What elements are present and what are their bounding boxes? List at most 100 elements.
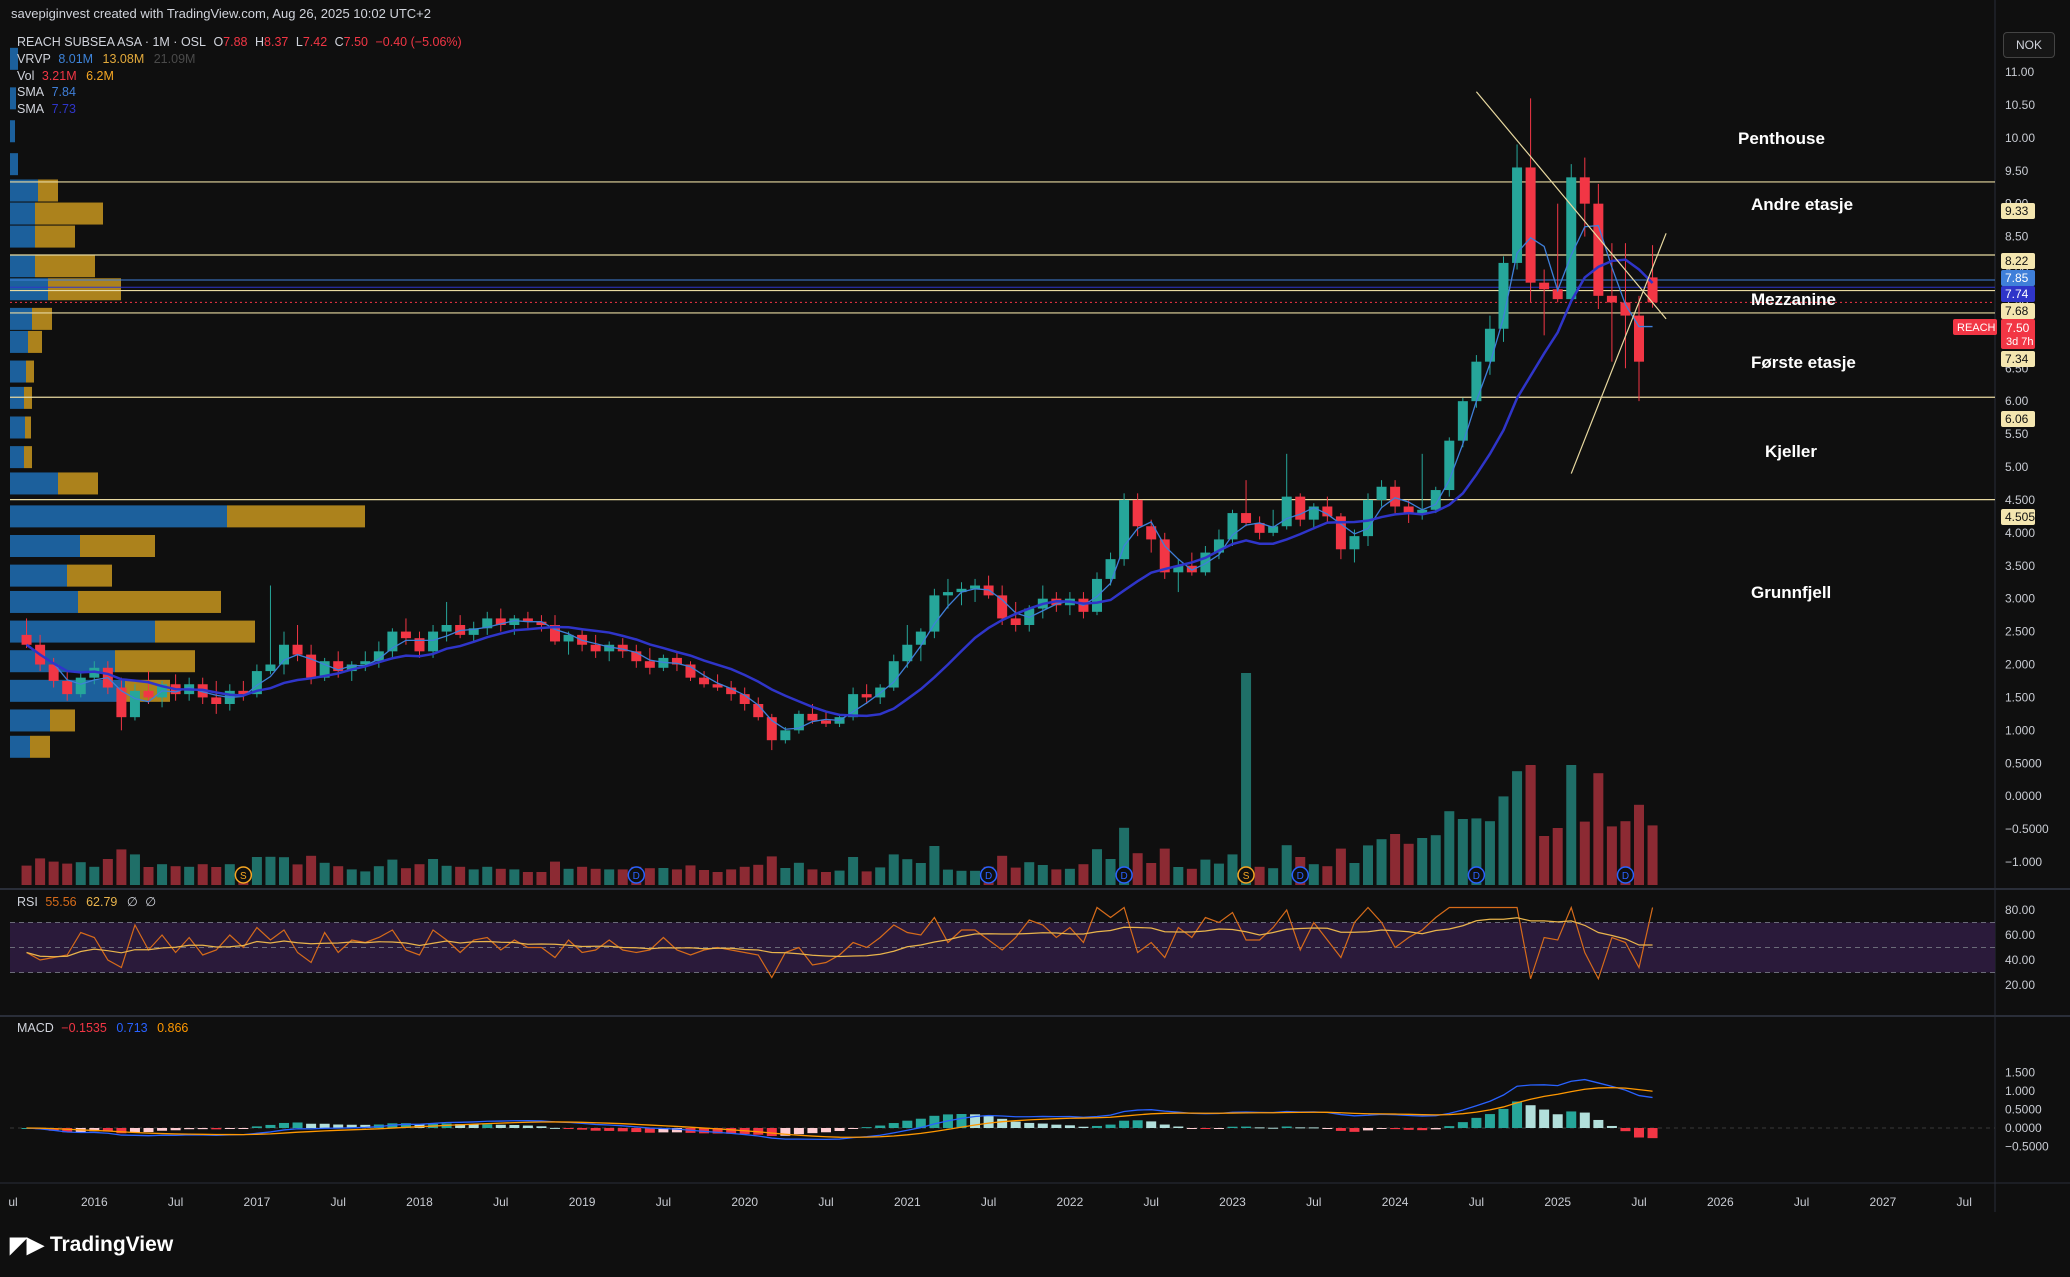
last-price-value: 7.50 <box>2006 321 2030 335</box>
macd-histogram-bar <box>1010 1121 1021 1128</box>
volume-bar <box>279 857 289 885</box>
macd-histogram-bar <box>1335 1128 1346 1131</box>
volume-bar <box>116 849 127 885</box>
candle-body <box>1092 578 1102 612</box>
time-tick-label: Jul <box>493 1195 508 1209</box>
volume-bar <box>400 868 411 885</box>
volume-bar <box>1417 838 1428 885</box>
macd-histogram-bar <box>1173 1126 1184 1128</box>
volume-bar <box>658 868 669 885</box>
vrvp-bar-up <box>10 360 26 383</box>
rsi-label: RSI <box>17 895 38 909</box>
macd-histogram-bar <box>1295 1127 1306 1129</box>
macd-histogram-bar <box>211 1128 222 1130</box>
candle-body <box>1471 361 1482 402</box>
vrvp-bar-up <box>10 307 32 330</box>
volume-bar <box>48 861 59 885</box>
rsi-ma-value: 62.79 <box>86 895 118 909</box>
macd-histogram-bar <box>1525 1105 1536 1128</box>
volume-bar <box>834 870 845 885</box>
candle-body <box>468 628 479 635</box>
macd-histogram-bar <box>1037 1123 1048 1128</box>
attribution-text: savepiginvest created with TradingView.c… <box>11 6 431 21</box>
vrvp-row[interactable]: VRVP 8.01M 13.08M 21.09M <box>17 51 466 68</box>
macd-legend[interactable]: MACD −0.1535 0.713 0.866 <box>17 1021 188 1035</box>
macd-histogram-bar <box>1200 1128 1211 1129</box>
marker-letter: D <box>1297 871 1304 882</box>
currency-button[interactable]: NOK <box>2003 32 2055 58</box>
sma-slow-row[interactable]: SMA 7.73 <box>17 101 466 118</box>
volume-bar <box>1051 869 1062 885</box>
macd-histogram-bar <box>1024 1122 1035 1128</box>
vrvp-label: VRVP <box>17 51 51 66</box>
time-tick-label: 2019 <box>569 1195 596 1209</box>
brand-text: TradingView <box>49 1233 174 1256</box>
vrvp-bar-up <box>10 87 16 110</box>
macd-tick-label: 0.0000 <box>2005 1121 2042 1135</box>
candle-body <box>292 644 303 655</box>
macd-histogram-bar <box>780 1128 791 1136</box>
candle-body <box>495 618 506 625</box>
sma-fast-label: SMA <box>17 85 45 100</box>
zone-label: Grunnfjell <box>1751 583 1832 603</box>
symbol-label[interactable]: REACH SUBSEA ASA · 1M · OSL <box>17 35 206 49</box>
macd-histogram-bar <box>1078 1126 1089 1128</box>
volume-bar <box>224 864 235 885</box>
zone-label: Penthouse <box>1738 129 1825 149</box>
volume-bar <box>956 870 967 885</box>
tradingview-brand[interactable]: ◤▶ TradingView <box>10 1232 173 1258</box>
candle-body <box>536 621 547 625</box>
volume-bar <box>848 857 859 885</box>
candle-body <box>956 588 967 593</box>
macd-histogram-bar <box>1064 1125 1075 1128</box>
volume-bar <box>482 866 493 885</box>
vrvp-bar-up <box>10 278 48 301</box>
vrvp-bar-up <box>10 735 30 758</box>
candle-body <box>509 618 520 625</box>
rsi-legend[interactable]: RSI 55.56 62.79 ∅ ∅ <box>17 894 160 909</box>
vrvp-bar-up <box>10 153 18 176</box>
candle-body <box>1241 513 1252 523</box>
macd-histogram-bar <box>1268 1127 1279 1129</box>
low-label: L <box>295 35 303 49</box>
macd-histogram-bar <box>1417 1128 1428 1131</box>
candle-body <box>400 631 411 639</box>
rsi-tick-label: 40.00 <box>2005 953 2035 967</box>
price-tag <box>2001 303 2035 319</box>
macd-tick-label: 1.000 <box>2005 1084 2035 1098</box>
macd-histogram-bar <box>1539 1109 1550 1128</box>
candle-body <box>997 595 1008 619</box>
trendline <box>1475 91 1667 320</box>
split-marker-icon <box>234 866 253 884</box>
macd-histogram-bar <box>1186 1128 1197 1129</box>
sma-fast-row[interactable]: SMA 7.84 <box>17 84 466 101</box>
candle-body <box>129 690 140 718</box>
candle-body <box>1417 509 1428 514</box>
volume-bar <box>102 859 113 885</box>
candle-body <box>441 625 452 632</box>
zone-label: Andre etasje <box>1751 194 1854 214</box>
candle-body <box>1498 262 1509 329</box>
candle-body <box>780 730 791 741</box>
time-tick-label: 2025 <box>1544 1195 1571 1209</box>
macd-histogram-bar <box>888 1123 899 1128</box>
volume-row[interactable]: Vol 3.21M 6.2M <box>17 68 466 85</box>
vrvp-bar-up <box>10 505 227 528</box>
volume-bar <box>1254 866 1265 885</box>
price-tick-label: 4.000 <box>2005 526 2035 540</box>
change-value: −0.40 (−5.06%) <box>375 35 462 49</box>
time-tick-label: 2018 <box>406 1195 433 1209</box>
vrvp-bar-down <box>38 179 58 202</box>
vrvp-bar-up <box>10 416 25 439</box>
volume-bar <box>522 872 533 885</box>
candle-body <box>1281 496 1292 527</box>
volume-bar <box>577 866 588 885</box>
open-value: 7.88 <box>223 35 248 49</box>
marker-letter: D <box>1120 871 1127 882</box>
candle-body <box>1620 302 1631 316</box>
vrvp-bar-up <box>10 564 67 587</box>
volume-bar <box>1308 864 1319 885</box>
dividend-marker-icon <box>1616 866 1635 884</box>
volume-bar <box>563 868 574 885</box>
